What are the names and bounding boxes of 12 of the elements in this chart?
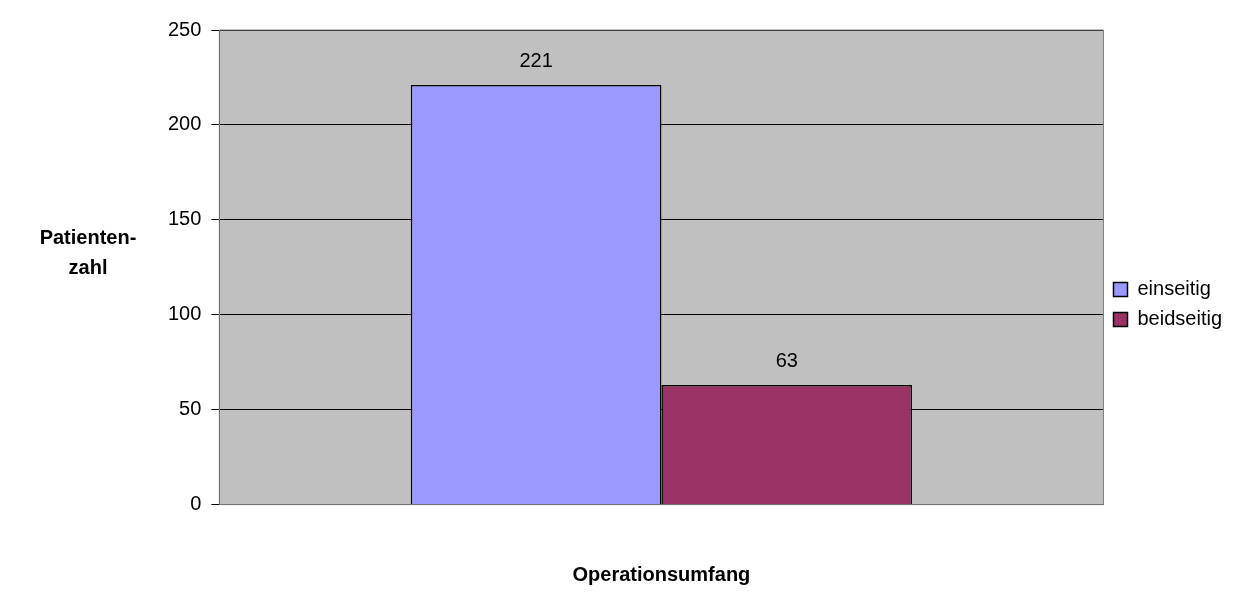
y-tick-label: 0: [190, 492, 202, 515]
y-tick-label: 150: [167, 207, 202, 230]
data-label: 63: [775, 348, 798, 371]
y-tick-label: 250: [167, 17, 202, 40]
y-tick-label: 100: [167, 302, 202, 325]
legend-label: einseitig: [1137, 277, 1211, 300]
y-tick-label: 50: [179, 397, 202, 420]
y-axis-title: Patienten- zahl: [39, 226, 137, 279]
y-tick-label: 200: [167, 112, 202, 135]
data-label: 221: [519, 48, 553, 71]
legend-label: beidseitig: [1137, 307, 1223, 330]
x-axis-title: Operationsumfang: [572, 562, 751, 585]
